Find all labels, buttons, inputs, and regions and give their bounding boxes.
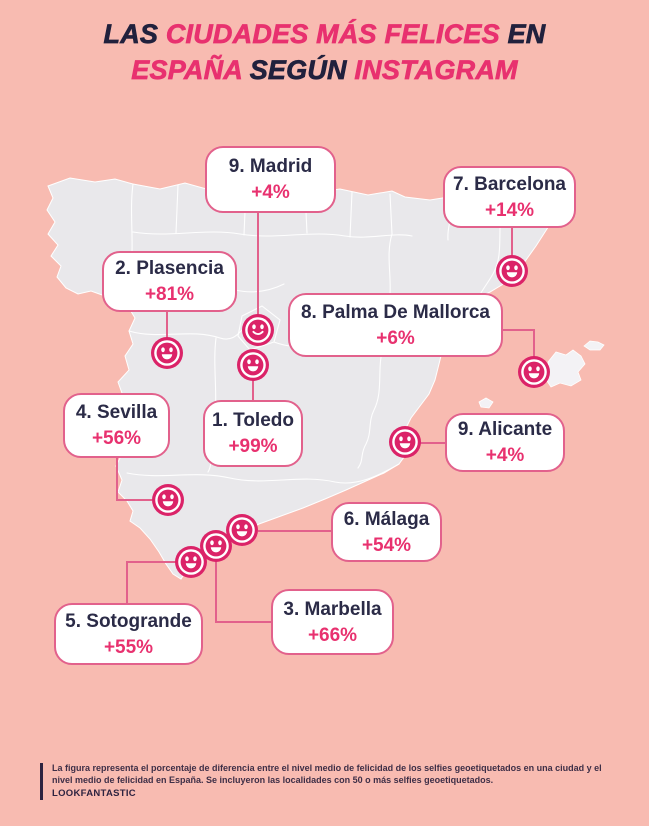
callout-barcelona: 7. Barcelona +14% [443, 166, 576, 228]
city-value: +56% [91, 428, 142, 449]
balearic-islands [478, 340, 605, 409]
smiley-icon [152, 484, 184, 516]
marker-sotogrande [174, 545, 208, 579]
connector-marbella [215, 561, 272, 623]
callout-marbella: 3. Marbella +66% [271, 589, 394, 655]
smiley-icon [175, 546, 207, 578]
callout-connectors [116, 212, 535, 623]
footnote: La figura representa el porcentaje de di… [40, 763, 612, 800]
city-value: +81% [144, 284, 195, 305]
smiley-icon [200, 530, 232, 562]
title-line-1: LAS CIUDADES MÁS FELICES EN [103, 19, 546, 50]
city-label: 6. Málaga [343, 508, 430, 530]
marker-toledo [236, 348, 270, 382]
callout-sevilla: 4. Sevilla +56% [63, 393, 170, 458]
smiley-icon [389, 426, 421, 458]
smiley-icon [226, 514, 258, 546]
footnote-text: La figura representa el porcentaje de di… [52, 763, 602, 785]
city-label: 2. Plasencia [115, 258, 224, 279]
city-value: +14% [484, 199, 535, 221]
mallorca-island [544, 349, 586, 388]
callout-plasencia: 2. Plasencia +81% [102, 251, 237, 312]
callout-malaga: 6. Málaga +54% [331, 502, 442, 562]
city-label: 1. Toledo [212, 410, 294, 431]
callout-alicante: 9. Alicante +4% [445, 413, 565, 472]
connector-sevilla [116, 456, 152, 501]
smiley-icon [496, 255, 528, 287]
spain-peninsula [46, 177, 561, 580]
marker-barcelona [495, 254, 529, 288]
ibiza-island [478, 397, 494, 409]
city-value: +99% [228, 436, 278, 457]
city-value: +6% [376, 327, 415, 349]
page-title: LAS CIUDADES MÁS FELICES EN ESPAÑA SEGÚN… [0, 16, 649, 88]
city-label: 4. Sevilla [75, 402, 158, 423]
city-label: 7. Barcelona [453, 173, 566, 195]
city-value: +4% [251, 182, 290, 203]
menorca-island [583, 340, 605, 351]
callout-sotogrande: 5. Sotogrande +55% [54, 603, 203, 665]
marker-sevilla [151, 483, 185, 517]
connector-palma [502, 329, 535, 357]
city-value: +66% [307, 624, 358, 646]
marker-alicante [388, 425, 422, 459]
city-label: 9. Madrid [228, 156, 313, 177]
marker-marbella [199, 529, 233, 563]
city-label: 3. Marbella [283, 598, 382, 620]
city-value: +4% [485, 445, 525, 466]
marker-plasencia [150, 336, 184, 370]
connector-sotogrande [126, 561, 176, 604]
title-line-2: ESPAÑA SEGÚN INSTAGRAM [131, 55, 518, 86]
smiley-icon [518, 356, 550, 388]
city-label: 8. Palma De Mallorca [300, 301, 491, 323]
smiley-icon [151, 337, 183, 369]
marker-palma [517, 355, 551, 389]
callout-palma: 8. Palma De Mallorca +6% [288, 293, 503, 357]
city-label: 9. Alicante [457, 419, 553, 440]
callout-toledo: 1. Toledo +99% [203, 400, 303, 467]
marker-madrid [241, 313, 275, 347]
city-value: +55% [103, 636, 154, 658]
city-label: 5. Sotogrande [65, 610, 192, 632]
smiley-icon [242, 314, 274, 346]
city-value: +54% [361, 534, 412, 556]
callout-madrid: 9. Madrid +4% [205, 146, 336, 213]
marker-malaga [225, 513, 259, 547]
source-label: LOOKFANTASTIC [52, 788, 136, 799]
smiley-icon [237, 349, 269, 381]
